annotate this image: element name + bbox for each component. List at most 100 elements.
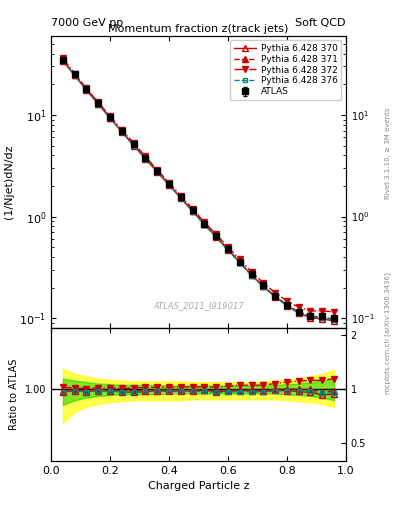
Pythia 6.428 376: [273, 294, 277, 300]
Pythia 6.428 376: [190, 208, 195, 215]
Pythia 6.428 371: [202, 221, 207, 227]
Pythia 6.428 372: [202, 219, 207, 225]
Pythia 6.428 376: [84, 87, 89, 93]
Pythia 6.428 376: [226, 247, 230, 253]
Pythia 6.428 371: [308, 313, 313, 319]
Pythia 6.428 371: [178, 195, 183, 201]
Title: Momentum fraction z(track jets): Momentum fraction z(track jets): [108, 24, 288, 34]
Pythia 6.428 372: [308, 308, 313, 314]
Pythia 6.428 372: [119, 127, 124, 133]
Pythia 6.428 376: [155, 169, 160, 175]
Pythia 6.428 370: [332, 318, 336, 324]
Pythia 6.428 376: [167, 182, 171, 188]
Pythia 6.428 372: [237, 256, 242, 262]
Pythia 6.428 372: [261, 280, 266, 286]
Pythia 6.428 371: [72, 72, 77, 78]
Text: Rivet 3.1.10, ≥ 3M events: Rivet 3.1.10, ≥ 3M events: [385, 108, 391, 199]
Pythia 6.428 372: [249, 269, 254, 275]
Pythia 6.428 371: [332, 316, 336, 322]
Pythia 6.428 376: [237, 260, 242, 266]
Pythia 6.428 372: [296, 304, 301, 310]
Pythia 6.428 370: [61, 58, 65, 64]
Pythia 6.428 371: [249, 271, 254, 278]
Pythia 6.428 376: [296, 310, 301, 316]
Pythia 6.428 372: [155, 167, 160, 173]
Pythia 6.428 370: [155, 169, 160, 175]
Pythia 6.428 376: [131, 142, 136, 148]
Pythia 6.428 370: [131, 142, 136, 148]
Pythia 6.428 376: [332, 317, 336, 323]
Pythia 6.428 372: [108, 113, 112, 119]
Pythia 6.428 376: [249, 272, 254, 279]
Pythia 6.428 371: [237, 259, 242, 265]
Pythia 6.428 371: [61, 57, 65, 63]
Pythia 6.428 370: [237, 259, 242, 265]
Pythia 6.428 372: [214, 231, 219, 237]
Pythia 6.428 376: [320, 315, 325, 321]
Pythia 6.428 370: [84, 87, 89, 93]
Line: Pythia 6.428 372: Pythia 6.428 372: [60, 56, 337, 315]
Pythia 6.428 370: [108, 115, 112, 121]
Pythia 6.428 371: [190, 208, 195, 214]
Pythia 6.428 370: [308, 315, 313, 321]
Pythia 6.428 370: [143, 156, 148, 162]
Pythia 6.428 371: [143, 155, 148, 161]
Pythia 6.428 371: [261, 283, 266, 289]
Pythia 6.428 372: [167, 180, 171, 186]
Pythia 6.428 371: [119, 128, 124, 134]
Line: Pythia 6.428 370: Pythia 6.428 370: [60, 58, 337, 324]
Legend: Pythia 6.428 370, Pythia 6.428 371, Pythia 6.428 372, Pythia 6.428 376, ATLAS: Pythia 6.428 370, Pythia 6.428 371, Pyth…: [230, 40, 342, 100]
Line: Pythia 6.428 371: Pythia 6.428 371: [60, 57, 337, 322]
Pythia 6.428 372: [72, 71, 77, 77]
Pythia 6.428 372: [190, 206, 195, 212]
Pythia 6.428 371: [226, 246, 230, 252]
Pythia 6.428 372: [226, 244, 230, 250]
Pythia 6.428 372: [131, 140, 136, 146]
Pythia 6.428 371: [296, 309, 301, 315]
Y-axis label: Ratio to ATLAS: Ratio to ATLAS: [9, 359, 19, 430]
Pythia 6.428 370: [226, 247, 230, 253]
Pythia 6.428 371: [320, 314, 325, 321]
Pythia 6.428 371: [155, 168, 160, 175]
Pythia 6.428 372: [84, 86, 89, 92]
Pythia 6.428 376: [214, 234, 219, 240]
Pythia 6.428 372: [320, 308, 325, 314]
Pythia 6.428 371: [214, 233, 219, 239]
Pythia 6.428 376: [308, 314, 313, 320]
Pythia 6.428 371: [167, 181, 171, 187]
Pythia 6.428 376: [61, 58, 65, 64]
Pythia 6.428 376: [119, 129, 124, 135]
Pythia 6.428 372: [332, 309, 336, 315]
Pythia 6.428 376: [261, 284, 266, 290]
Pythia 6.428 376: [143, 156, 148, 162]
Pythia 6.428 376: [202, 222, 207, 228]
Pythia 6.428 376: [96, 101, 101, 107]
Pythia 6.428 371: [285, 302, 289, 308]
Pythia 6.428 370: [261, 284, 266, 290]
Pythia 6.428 372: [61, 55, 65, 61]
Line: Pythia 6.428 376: Pythia 6.428 376: [61, 59, 336, 322]
Pythia 6.428 370: [72, 72, 77, 78]
Pythia 6.428 372: [178, 193, 183, 199]
Pythia 6.428 371: [273, 293, 277, 299]
Text: Soft QCD: Soft QCD: [296, 18, 346, 28]
Text: ATLAS_2011_I919017: ATLAS_2011_I919017: [153, 302, 244, 310]
Pythia 6.428 370: [96, 101, 101, 107]
Pythia 6.428 371: [108, 115, 112, 121]
Pythia 6.428 370: [249, 272, 254, 278]
X-axis label: Charged Particle z: Charged Particle z: [148, 481, 249, 491]
Pythia 6.428 370: [320, 316, 325, 322]
Pythia 6.428 372: [273, 290, 277, 296]
Pythia 6.428 370: [273, 293, 277, 300]
Pythia 6.428 372: [96, 99, 101, 105]
Pythia 6.428 376: [108, 115, 112, 121]
Text: 7000 GeV pp: 7000 GeV pp: [51, 18, 123, 28]
Y-axis label: (1/Njet)dN/dz: (1/Njet)dN/dz: [4, 145, 14, 219]
Pythia 6.428 371: [84, 87, 89, 93]
Pythia 6.428 372: [285, 298, 289, 304]
Text: mcplots.cern.ch [arXiv:1306.3436]: mcplots.cern.ch [arXiv:1306.3436]: [384, 272, 391, 394]
Pythia 6.428 370: [167, 182, 171, 188]
Pythia 6.428 370: [178, 195, 183, 201]
Pythia 6.428 370: [214, 234, 219, 240]
Pythia 6.428 376: [72, 72, 77, 78]
